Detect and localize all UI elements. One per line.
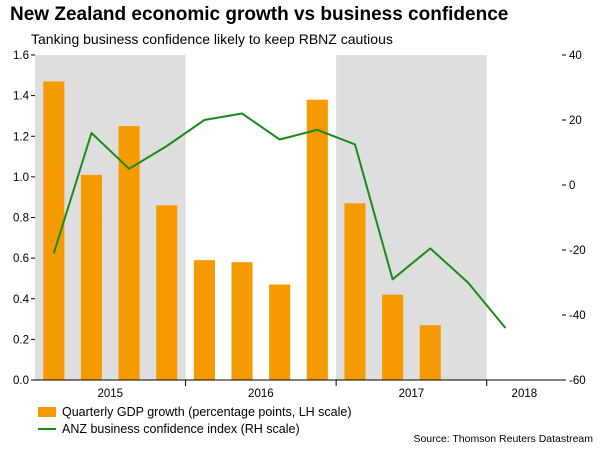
gdp-bar-11: [419, 325, 441, 380]
gdp-bar-6: [231, 262, 253, 380]
right-tick-label: 0: [569, 180, 575, 192]
gdp-bar-4: [156, 205, 178, 380]
x-year-label-2016: 2016: [248, 388, 274, 400]
x-year-label-2018: 2018: [512, 388, 538, 400]
right-tick-label: -20: [569, 245, 586, 257]
legend-label-gdp: Quarterly GDP growth (percentage points,…: [62, 405, 352, 419]
gdp-bar-7: [269, 284, 291, 380]
gdp-bar-10: [382, 294, 404, 380]
legend-swatch-confidence: [38, 428, 56, 430]
left-tick-label: 1.2: [13, 131, 29, 143]
gdp-bar-2: [80, 174, 103, 380]
gdp-bar-5: [193, 260, 215, 380]
chart-title: New Zealand economic growth vs business …: [10, 4, 509, 25]
x-year-label-2015: 2015: [97, 388, 123, 400]
chart-subtitle: Tanking business confidence likely to ke…: [31, 31, 393, 47]
confidence-line: [52, 112, 507, 329]
left-tick-label: 1.4: [13, 91, 30, 103]
right-tick-label: -40: [569, 310, 586, 322]
left-tick-label: 1.0: [13, 172, 29, 184]
right-tick-label: 40: [569, 50, 582, 62]
source-note: Source: Thomson Reuters Datastream: [413, 433, 593, 445]
left-tick-label: 0.6: [13, 253, 29, 265]
left-tick-label: 0.0: [13, 375, 29, 387]
left-tick-label: 0.2: [13, 334, 29, 346]
left-tick-label: 0.4: [13, 294, 30, 306]
right-tick-label: -60: [569, 375, 586, 387]
gdp-bar-9: [344, 203, 366, 380]
right-tick-label: 20: [569, 115, 582, 127]
x-year-label-2017: 2017: [399, 388, 425, 400]
legend-swatch-gdp: [38, 407, 56, 417]
left-tick-label: 0.8: [13, 213, 29, 225]
legend-item-gdp: Quarterly GDP growth (percentage points,…: [38, 405, 351, 419]
gdp-bar-8: [306, 99, 328, 380]
left-tick-label: 1.6: [13, 50, 29, 62]
gdp-bar-3: [118, 126, 140, 380]
legend-label-confidence: ANZ business confidence index (RH scale): [62, 422, 300, 436]
gdp-bar-1: [43, 81, 65, 380]
legend-item-confidence: ANZ business confidence index (RH scale): [38, 422, 300, 436]
